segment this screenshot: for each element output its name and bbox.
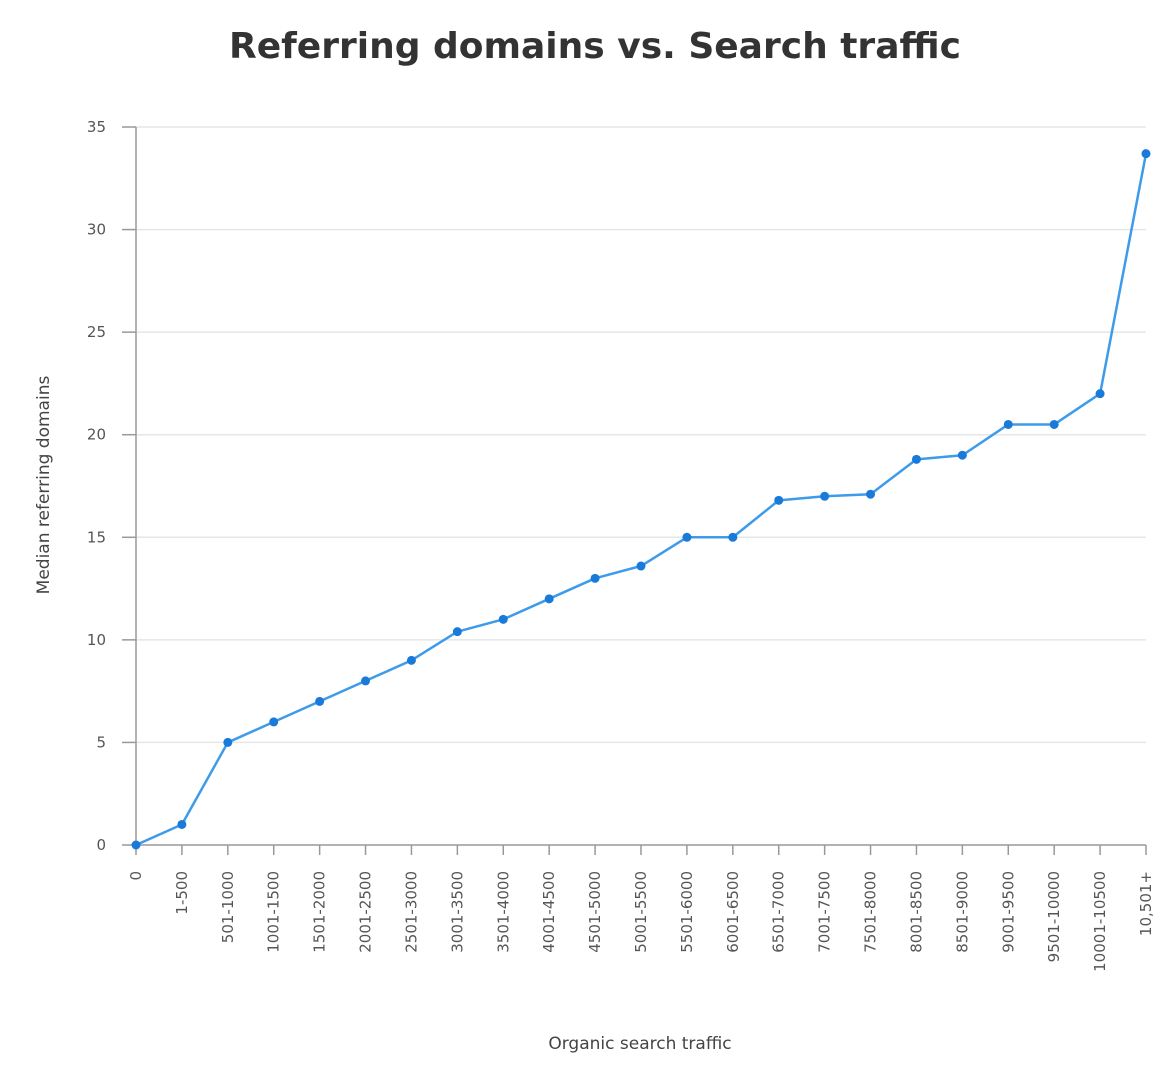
data-point [131, 840, 141, 850]
x-tick-label: 501-1000 [219, 871, 237, 943]
data-point [498, 614, 508, 624]
x-tick-label: 8001-8500 [907, 871, 925, 953]
data-point [1141, 149, 1151, 159]
data-point [636, 561, 646, 571]
x-tick-label: 1001-1500 [265, 871, 283, 953]
gridlines [136, 126, 1146, 744]
data-point [406, 655, 416, 665]
data-point [315, 696, 325, 706]
x-tick-label: 4001-4500 [540, 871, 558, 953]
x-tick-label: 9501-10000 [1045, 871, 1063, 962]
series-line [135, 153, 1148, 847]
data-point [1095, 389, 1105, 399]
x-tick-label: 10001-10500 [1091, 871, 1109, 972]
x-tick-label: 6001-6500 [724, 871, 742, 953]
x-tick-label: 5001-5500 [632, 871, 650, 953]
y-tick-label: 10 [87, 631, 106, 649]
y-tick-label: 25 [87, 323, 106, 341]
x-tick-label: 1501-2000 [311, 871, 329, 953]
y-tick-label: 20 [87, 426, 106, 444]
x-tick-label: 0 [127, 871, 145, 881]
data-point [544, 594, 554, 604]
data-point [774, 495, 784, 505]
x-tick-label: 10,501+ [1137, 871, 1155, 936]
y-tick-label: 30 [87, 221, 106, 239]
y-tick-label: 0 [96, 836, 106, 854]
data-point [957, 450, 967, 460]
data-point [177, 819, 187, 829]
x-tick-label: 6501-7000 [770, 871, 788, 953]
x-tick-label: 9001-9500 [999, 871, 1017, 953]
y-tick-label: 35 [87, 118, 106, 136]
x-tick-label: 5501-6000 [678, 871, 696, 953]
data-point [682, 532, 692, 542]
data-point [1003, 419, 1013, 429]
x-tick-label: 1-500 [173, 871, 191, 915]
y-axis-label: Median referring domains [34, 376, 54, 595]
data-point [269, 717, 279, 727]
x-tick-label: 4501-5000 [586, 871, 604, 953]
data-point [1049, 419, 1059, 429]
x-tick-labels: 0 1-500 501-1000 1001-1500 1501-2000 2001-250… [127, 871, 1155, 972]
x-axis-label: Organic search traffic [548, 1034, 731, 1054]
series [131, 149, 1151, 850]
data-point [452, 627, 462, 637]
data-point [223, 737, 233, 747]
x-tick-label: 2001-2500 [357, 871, 375, 953]
x-tick-label: 7501-8000 [862, 871, 880, 953]
data-point [911, 454, 921, 464]
data-point [820, 491, 830, 501]
y-tick-label: 5 [96, 733, 106, 751]
y-tick-labels: 0 5 10 15 20 25 30 35 [87, 118, 106, 854]
data-point [866, 489, 876, 499]
data-point [361, 676, 371, 686]
x-tick-label: 3501-4000 [494, 871, 512, 953]
data-point [728, 532, 738, 542]
x-tick-label: 2501-3000 [402, 871, 420, 953]
chart-title: Referring domains vs. Search traffic [229, 26, 961, 67]
y-tick-label: 15 [87, 528, 106, 546]
x-tick-label: 7001-7500 [816, 871, 834, 953]
x-tick-label: 8501-9000 [953, 871, 971, 953]
axes [122, 126, 1147, 855]
x-tick-label: 3001-3500 [448, 871, 466, 953]
data-point [590, 573, 600, 583]
